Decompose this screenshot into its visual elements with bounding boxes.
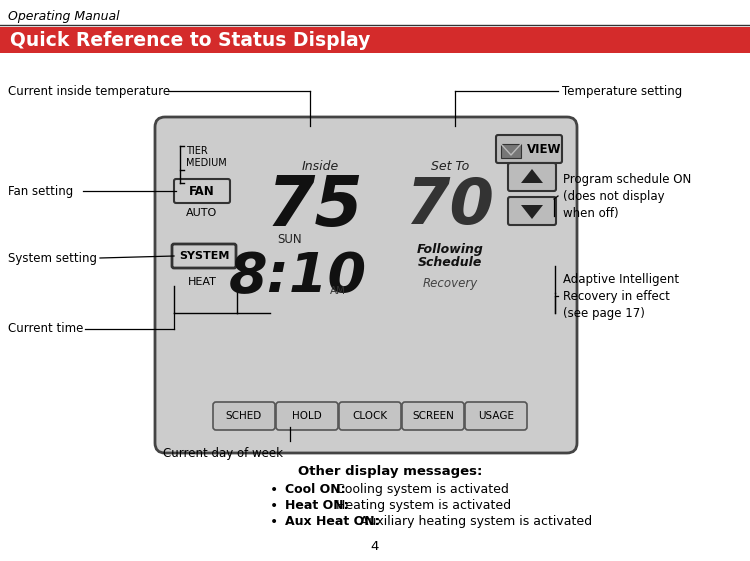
FancyBboxPatch shape [508,163,556,191]
Text: •: • [270,515,278,529]
Text: Heating system is activated: Heating system is activated [332,499,512,512]
Text: AM: AM [330,286,346,296]
FancyBboxPatch shape [501,144,521,158]
Text: SCREEN: SCREEN [412,411,454,421]
Polygon shape [521,169,543,183]
Text: Temperature setting: Temperature setting [562,85,682,98]
FancyBboxPatch shape [213,402,275,430]
Text: AUTO: AUTO [186,208,218,218]
Text: Current inside temperature: Current inside temperature [8,85,170,98]
FancyBboxPatch shape [465,402,527,430]
Text: Operating Manual: Operating Manual [8,10,120,23]
Text: SCHED: SCHED [226,411,262,421]
Text: Auxiliary heating system is activated: Auxiliary heating system is activated [356,515,592,528]
Text: CLOCK: CLOCK [352,411,388,421]
FancyBboxPatch shape [508,197,556,225]
Text: Program schedule ON
(does not display
when off): Program schedule ON (does not display wh… [563,172,692,219]
FancyBboxPatch shape [174,179,230,203]
Text: Other display messages:: Other display messages: [298,465,482,478]
Text: FAN: FAN [189,185,214,197]
Text: 75: 75 [267,172,363,240]
Text: SYSTEM: SYSTEM [178,251,230,261]
Text: HEAT: HEAT [188,277,217,287]
FancyBboxPatch shape [402,402,464,430]
Text: Recovery: Recovery [422,277,478,289]
Text: Cooling system is activated: Cooling system is activated [332,483,509,496]
Text: Inside: Inside [302,159,339,172]
Text: Set To: Set To [430,159,470,172]
Text: Heat ON:: Heat ON: [285,499,349,512]
Text: USAGE: USAGE [478,411,514,421]
Text: 4: 4 [370,540,380,553]
FancyBboxPatch shape [172,244,236,268]
Text: VIEW: VIEW [526,142,561,155]
Text: •: • [270,483,278,497]
Text: HOLD: HOLD [292,411,322,421]
FancyBboxPatch shape [276,402,338,430]
FancyBboxPatch shape [155,117,577,453]
Polygon shape [521,205,543,219]
Text: Schedule: Schedule [418,255,482,269]
Text: System setting: System setting [8,251,97,264]
Text: Aux Heat ON:: Aux Heat ON: [285,515,380,528]
Text: Adaptive Intelligent
Recovery in effect
(see page 17): Adaptive Intelligent Recovery in effect … [563,273,680,320]
Text: 70: 70 [406,175,494,237]
Text: Fan setting: Fan setting [8,185,74,197]
Text: Cool ON:: Cool ON: [285,483,346,496]
Text: Current day of week: Current day of week [163,447,283,459]
Text: Current time: Current time [8,323,83,335]
Text: TIER: TIER [186,146,208,156]
Text: SUN: SUN [278,232,302,246]
Text: Following: Following [416,242,484,255]
Text: Quick Reference to Status Display: Quick Reference to Status Display [10,30,370,49]
Text: 8:10: 8:10 [229,250,367,304]
FancyBboxPatch shape [496,135,562,163]
Text: MEDIUM: MEDIUM [186,158,226,168]
FancyBboxPatch shape [0,27,750,53]
FancyBboxPatch shape [339,402,401,430]
Text: •: • [270,499,278,513]
